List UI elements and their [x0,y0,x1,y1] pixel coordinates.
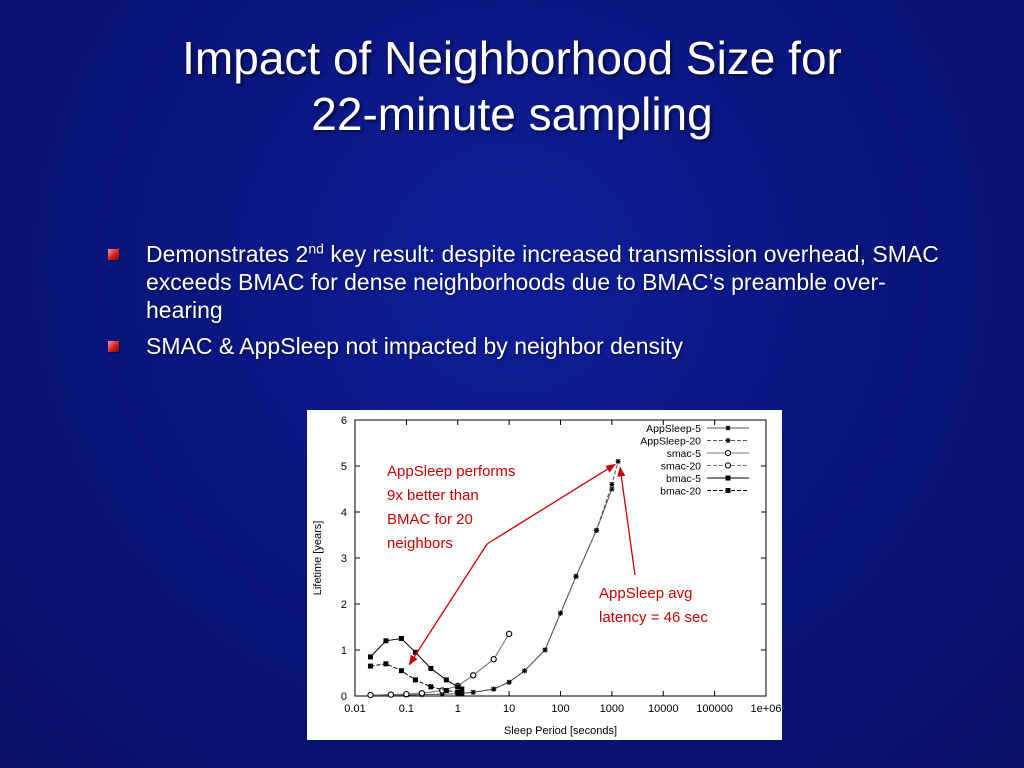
x-tick-label: 1e+06 [751,703,782,715]
annotation-appsleep-latency-line: latency = 46 sec [599,609,708,626]
data-point-bmac-20 [383,661,389,667]
legend-marker-smac-20 [724,462,732,469]
x-tick-label: 0.1 [399,703,414,715]
data-point-AppSleep-20 [439,691,445,697]
legend-marker-AppSleep-20 [725,438,731,443]
square-bullet-icon [108,341,119,352]
legend-marker-bmac-20 [725,488,731,493]
annotation-arrow [486,463,616,545]
data-point-bmac-5 [367,654,373,660]
data-point-bmac-20 [412,677,418,683]
data-point-bmac-20 [367,663,373,669]
square-bullet-icon [108,249,119,260]
x-tick-label: 1 [455,703,461,715]
data-point-bmac-20 [455,689,461,695]
annotation-appsleep-9x-line: BMAC for 20 [387,511,473,528]
x-tick-label: 100 [551,703,569,715]
annotation-appsleep-latency-line: AppSleep avg [599,585,692,602]
data-point-bmac-5 [412,649,418,655]
bullet-1-superscript: nd [308,240,324,257]
legend-marker-AppSleep-5 [725,425,731,431]
legend-label-AppSleep-5: AppSleep-5 [646,423,701,435]
legend-label-bmac-20: bmac-20 [660,486,701,498]
data-point-AppSleep-20 [522,668,528,674]
slide-title-line-1: Impact of Neighborhood Size for [182,32,842,84]
data-point-bmac-20 [459,690,465,696]
bullet-list: Demonstrates 2nd key result: despite inc… [108,240,958,368]
bullet-item-1: Demonstrates 2nd key result: despite inc… [108,240,958,324]
data-point-bmac-20 [443,687,449,693]
x-tick-label: 0.01 [344,703,365,715]
data-point-AppSleep-20 [558,610,563,616]
data-point-bmac-5 [443,677,449,683]
series-line-smac-20 [370,633,510,696]
data-point-bmac-5 [428,665,434,671]
data-point-smac-20 [490,656,497,663]
data-point-smac-20 [470,672,477,679]
data-point-AppSleep-20 [609,481,615,487]
data-point-smac-20 [387,691,395,698]
series-line-AppSleep-20 [370,461,619,696]
annotation-appsleep-9x-line: 9x better than [387,487,479,504]
legend-label-bmac-5: bmac-5 [666,473,701,485]
annotation-appsleep-9x-line: AppSleep performs [387,463,515,480]
series-line-smac-5 [370,633,510,696]
bullet-item-2: SMAC & AppSleep not impacted by neighbor… [108,332,958,360]
legend-label-smac-20: smac-20 [661,461,701,473]
data-point-AppSleep-20 [615,458,621,464]
data-point-bmac-20 [398,668,404,674]
annotation-arrow [617,466,636,576]
legend-label-AppSleep-20: AppSleep-20 [640,436,701,448]
y-tick-label: 6 [341,415,347,427]
x-tick-label: 10000 [648,703,679,715]
annotation-arrow [408,543,488,666]
data-point-bmac-5 [459,686,465,692]
x-tick-label: 1000 [600,703,624,715]
y-tick-label: 4 [341,507,347,519]
data-point-AppSleep-20 [573,573,579,579]
data-point-AppSleep-20 [542,647,548,653]
y-axis-label: Lifetime [years] [312,521,324,596]
data-point-bmac-5 [455,684,461,690]
legend-marker-smac-5 [724,449,732,457]
annotation-appsleep-9x-line: neighbors [387,535,453,552]
x-tick-label: 100000 [696,703,733,715]
data-point-bmac-5 [398,636,404,641]
lifetime-chart: 0 1 2 3 4 5 6 0.01 0.1 1 10 100 1000 10000 100000 1e+06… [307,410,782,740]
data-point-smac-20 [506,630,513,637]
bullet-1-text-post: key result: despite increased transmissi… [146,241,939,323]
data-point-AppSleep-20 [491,686,497,692]
legend-label-smac-5: smac-5 [667,448,702,460]
bullet-2-text: SMAC & AppSleep not impacted by neighbor… [146,333,683,359]
lifetime-chart-svg: 0 1 2 3 4 5 6 0.01 0.1 1 10 100 1000 10000 100000 1e+06… [312,415,782,737]
data-point-AppSleep-20 [470,689,476,695]
x-tick-label: 10 [503,703,515,715]
y-tick-label: 5 [341,461,347,473]
data-point-smac-20 [367,691,374,699]
data-point-bmac-5 [383,638,389,644]
slide-title: Impact of Neighborhood Size for 22-minut… [0,30,1024,142]
data-point-bmac-20 [428,684,434,690]
y-tick-label: 1 [341,645,347,657]
slide-title-line-2: 22-minute sampling [311,88,713,140]
x-axis-label: Sleep Period [seconds] [504,725,617,737]
y-tick-label: 0 [341,691,347,703]
data-point-AppSleep-20 [506,679,512,685]
data-point-AppSleep-20 [593,527,599,533]
data-point-smac-20 [418,690,425,697]
bullet-1-text-pre: Demonstrates 2 [146,241,309,267]
legend-marker-bmac-5 [725,475,731,481]
y-tick-label: 2 [341,599,347,611]
data-point-smac-20 [403,691,410,698]
y-tick-label: 3 [341,553,347,565]
data-point-AppSleep-5 [609,486,615,492]
